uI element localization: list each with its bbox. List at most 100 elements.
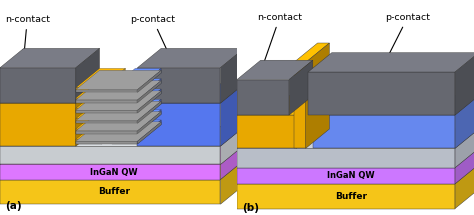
Polygon shape [111,88,137,92]
Polygon shape [308,72,455,115]
Polygon shape [0,48,100,68]
Polygon shape [137,103,220,146]
Polygon shape [137,84,244,103]
Polygon shape [102,120,126,144]
Polygon shape [137,89,161,113]
Polygon shape [102,110,126,134]
Polygon shape [294,43,329,62]
Polygon shape [220,160,244,204]
Polygon shape [237,148,455,168]
Polygon shape [111,89,161,108]
Polygon shape [237,96,320,115]
Polygon shape [237,168,455,184]
Polygon shape [76,139,102,144]
Polygon shape [237,148,474,168]
Polygon shape [0,84,100,103]
Polygon shape [76,98,102,103]
Polygon shape [0,103,76,146]
Text: p-contact: p-contact [385,13,430,61]
Polygon shape [137,120,161,144]
Text: n-GaN: n-GaN [13,122,44,131]
Polygon shape [220,48,244,103]
Polygon shape [289,60,313,115]
Polygon shape [102,89,126,113]
Polygon shape [111,108,137,113]
Polygon shape [76,99,126,119]
Polygon shape [76,89,126,108]
Polygon shape [455,148,474,184]
Polygon shape [111,129,137,134]
Polygon shape [0,146,220,164]
Polygon shape [102,99,126,123]
Polygon shape [296,96,320,148]
Polygon shape [137,101,161,123]
Polygon shape [76,112,161,131]
Polygon shape [76,90,137,92]
Polygon shape [0,127,244,146]
Polygon shape [137,70,161,92]
Polygon shape [76,68,126,88]
Text: i-GaN or InGaN/GaN: i-GaN or InGaN/GaN [69,151,158,160]
Polygon shape [111,79,161,98]
Polygon shape [137,112,161,134]
Text: n-contact: n-contact [5,15,50,54]
Polygon shape [220,127,244,164]
Polygon shape [455,129,474,168]
Polygon shape [76,110,137,113]
Polygon shape [137,68,161,92]
Polygon shape [313,96,474,115]
Polygon shape [137,99,161,123]
Text: InGaN QW: InGaN QW [90,167,137,177]
Polygon shape [306,43,329,148]
Text: p-contact: p-contact [130,15,175,54]
Text: p-GaN: p-GaN [356,129,388,138]
Polygon shape [76,122,161,141]
Text: p-GaN: p-GaN [155,122,186,131]
Polygon shape [220,84,244,146]
Polygon shape [76,141,137,144]
Polygon shape [137,48,244,68]
Polygon shape [76,70,161,90]
Polygon shape [76,101,161,121]
Text: Buffer: Buffer [98,187,130,196]
Polygon shape [237,115,296,148]
Polygon shape [137,68,220,103]
Polygon shape [111,110,161,129]
Polygon shape [102,68,126,92]
Polygon shape [0,145,244,164]
Text: i-GaN or InGaN/GaN: i-GaN or InGaN/GaN [308,154,393,163]
Polygon shape [111,98,137,103]
Polygon shape [102,79,126,103]
Polygon shape [308,53,474,72]
Polygon shape [111,120,161,139]
Polygon shape [111,99,161,119]
Polygon shape [137,79,161,103]
Polygon shape [137,81,161,103]
Polygon shape [76,48,100,103]
Polygon shape [237,184,455,209]
Polygon shape [76,88,102,92]
Polygon shape [76,81,161,100]
Polygon shape [76,131,137,134]
Polygon shape [76,129,102,134]
Polygon shape [0,164,220,180]
Polygon shape [76,120,126,139]
Polygon shape [111,68,161,88]
Polygon shape [76,91,161,110]
Text: (b): (b) [242,203,259,213]
Polygon shape [313,115,455,148]
Polygon shape [76,84,100,146]
Polygon shape [76,100,137,103]
Polygon shape [76,108,102,113]
Polygon shape [111,139,137,144]
Polygon shape [237,129,474,148]
Polygon shape [237,164,474,184]
Polygon shape [111,119,137,123]
Polygon shape [76,79,126,98]
Polygon shape [137,110,161,134]
Polygon shape [76,110,126,129]
Text: Buffer: Buffer [335,192,367,201]
Text: n-GaN: n-GaN [246,129,275,138]
Polygon shape [76,119,102,123]
Polygon shape [237,60,313,80]
